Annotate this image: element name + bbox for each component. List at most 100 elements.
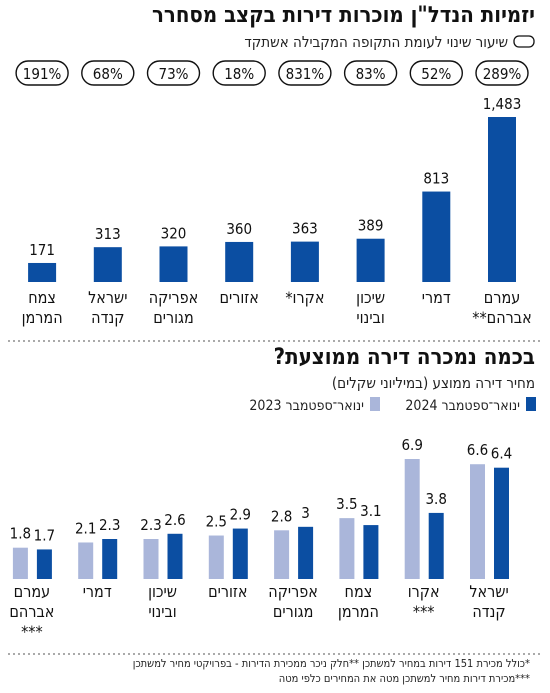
category-label: אזורים — [219, 288, 258, 307]
bar — [428, 512, 444, 579]
category-label: *** — [21, 622, 43, 641]
bar-value-label: 363 — [292, 220, 318, 238]
category-label: קנדה — [472, 602, 505, 621]
bar-value-label: 320 — [161, 224, 187, 242]
category-label: עמרם — [14, 582, 50, 601]
footnote-1: *כולל מכירת 151 דירות במחיר למשתכן **חלק… — [133, 657, 530, 670]
category-label: מגורים — [273, 602, 314, 621]
bar — [404, 459, 420, 579]
chart1-subtitle: שיעור שינוי לעומת התקופה המקבילה אשתקד — [244, 33, 508, 51]
bar — [339, 518, 355, 579]
category-label: ובינוי — [356, 308, 384, 327]
chart2-title: בכמה נמכרה דירה ממוצעת? — [274, 345, 535, 370]
bar — [167, 533, 183, 579]
bar — [28, 262, 57, 282]
change-pill — [278, 60, 332, 86]
chart1-title: יזמיות הנדל"ן מוכרות דירות בקצב מסחרר — [152, 3, 535, 28]
bar-value-label: 6.9 — [401, 436, 422, 454]
bar — [488, 117, 516, 282]
category-label: עמרם — [484, 288, 520, 307]
category-label: קנדה — [91, 308, 124, 327]
bar-value-label: 360 — [226, 220, 252, 238]
change-pill — [409, 60, 463, 86]
bar-value-label: 171 — [29, 241, 55, 259]
category-label: אקרו* — [285, 288, 324, 307]
bar — [159, 246, 188, 282]
category-label: ישראל — [469, 582, 508, 601]
bar-value-label: 3.1 — [360, 502, 381, 520]
category-label: אפריקה — [268, 582, 318, 601]
bar — [78, 542, 94, 579]
chart2-subtitle: מחיר דירה ממוצע (במיליוני שקלים) — [332, 374, 535, 392]
legend-label-2024: ינואר־ספטמבר 2024 — [405, 398, 520, 414]
change-pct-label: 83% — [356, 65, 386, 83]
bar — [102, 539, 118, 579]
category-label: אברהם — [9, 602, 54, 621]
bar — [363, 525, 379, 579]
category-label: המרמן — [22, 308, 63, 327]
footnote-2: ***מכירת דירות מחיר למשתכן מטה את המחירי… — [279, 672, 530, 685]
bar — [143, 539, 159, 579]
category-label: אברהם** — [472, 308, 531, 327]
change-pct-label: 831% — [286, 65, 325, 83]
bar-value-label: 389 — [358, 217, 384, 235]
category-label: דמרי — [83, 582, 112, 601]
change-pill — [475, 60, 529, 86]
bar — [225, 241, 254, 282]
bar — [36, 549, 52, 579]
bar-value-label: 2.5 — [206, 513, 227, 531]
bar — [208, 535, 224, 579]
bar-value-label: 6.6 — [467, 441, 488, 459]
change-pill — [212, 60, 266, 86]
bar — [494, 467, 509, 579]
category-label: שיכון — [356, 288, 385, 307]
bar-value-label: 2.9 — [230, 506, 251, 524]
change-legend-icon — [513, 35, 535, 48]
category-label: אזורים — [208, 582, 247, 601]
change-pill — [146, 60, 201, 86]
bar-value-label: 1.8 — [10, 525, 31, 543]
bar-value-label: 3 — [301, 504, 310, 522]
bar — [290, 241, 319, 282]
change-pct-label: 52% — [421, 65, 451, 83]
bar-value-label: 2.1 — [75, 519, 96, 537]
legend-swatch-2024 — [526, 397, 536, 411]
change-pct-label: 18% — [224, 65, 254, 83]
bar — [12, 547, 28, 579]
bar-value-label: 3.5 — [336, 495, 357, 513]
bar — [232, 528, 248, 579]
chart2-bars: 6.46.6ישראלקנדה3.86.9אקרו***3.13.5צמחהמר… — [9, 436, 512, 641]
bar-value-label: 2.8 — [271, 507, 292, 525]
bar-value-label: 1,483 — [483, 95, 522, 113]
bar-value-label: 3.8 — [425, 490, 446, 508]
bar-value-label: 2.3 — [99, 516, 120, 534]
bar — [298, 526, 314, 579]
legend-label-2023: ינואר־ספטמבר 2023 — [249, 398, 364, 414]
bar-value-label: 1.7 — [34, 526, 55, 544]
bar — [274, 530, 290, 579]
bar — [93, 247, 122, 282]
category-label: *** — [413, 602, 435, 621]
bar-value-label: 313 — [95, 225, 121, 243]
bar-value-label: 6.4 — [491, 445, 512, 463]
change-pct-label: 191% — [23, 65, 62, 83]
change-pct-label: 73% — [159, 65, 189, 83]
bar — [470, 464, 485, 579]
category-label: דמרי — [422, 288, 451, 307]
bar — [356, 238, 385, 282]
change-pill — [15, 60, 69, 86]
category-label: מגורים — [153, 308, 194, 327]
change-pill — [343, 60, 398, 86]
change-pill — [81, 60, 135, 86]
category-label: המרמן — [338, 602, 379, 621]
change-pct-label: 289% — [483, 65, 522, 83]
category-label: אקרו — [408, 582, 440, 601]
category-label: ישראל — [88, 288, 127, 307]
bar-value-label: 813 — [423, 170, 449, 188]
category-label: אפריקה — [149, 288, 199, 307]
change-percentages: 289% 52% 83% 831% 18% 73% 68% 191% — [15, 60, 529, 86]
bar-value-label: 2.3 — [140, 516, 161, 534]
bar — [422, 191, 451, 282]
category-label: ובינוי — [148, 602, 176, 621]
